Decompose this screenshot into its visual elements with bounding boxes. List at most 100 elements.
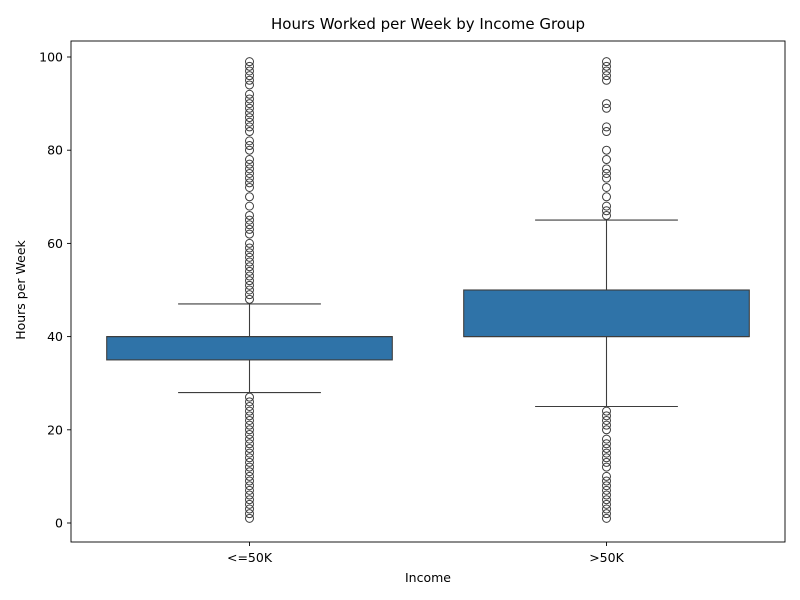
outlier-point: [602, 471, 611, 481]
y-tick-label: 60: [47, 236, 63, 251]
y-tick-label: 40: [47, 329, 63, 344]
y-tick-label: 100: [39, 50, 63, 65]
outlier-point: [245, 439, 254, 449]
outlier-point: [602, 66, 611, 76]
outlier-point: [245, 457, 254, 467]
outlier-point: [602, 448, 611, 458]
outlier-point: [602, 453, 611, 463]
outlier-point: [602, 57, 611, 67]
outlier-point: [602, 504, 611, 514]
outlier-point: [245, 169, 254, 178]
outlier-point: [602, 210, 611, 220]
outlier-point: [602, 513, 611, 523]
outlier-point: [602, 99, 611, 109]
outlier-point: [245, 89, 254, 99]
outlier-point: [602, 425, 611, 435]
outlier-point: [602, 434, 611, 444]
outlier-point: [602, 485, 611, 495]
outlier-point: [602, 495, 611, 505]
y-axis-label: Hours per Week: [13, 239, 28, 339]
outlier-point: [245, 159, 254, 169]
outlier-point: [245, 262, 254, 272]
outlier-point: [245, 420, 254, 430]
outlier-point: [245, 108, 254, 118]
y-tick-label: 80: [47, 143, 63, 158]
outlier-point: [245, 513, 254, 523]
outlier-point: [602, 415, 611, 425]
outlier-point: [245, 66, 254, 76]
outlier-point: [245, 406, 254, 416]
outlier-point: [245, 411, 254, 421]
outlier-point: [245, 462, 254, 472]
outlier-point: [245, 71, 254, 81]
outlier-point: [602, 169, 611, 178]
outlier-point: [602, 201, 611, 211]
outlier-point: [245, 257, 254, 267]
outlier-point: [245, 117, 254, 127]
outlier-point: [245, 224, 254, 234]
outlier-point: [245, 271, 254, 281]
outlier-point: [602, 155, 611, 165]
outlier-point: [602, 192, 611, 202]
outlier-point: [245, 415, 254, 425]
outlier-point: [602, 173, 611, 183]
plot-area: 0 20 40 60 80 100 <=50K >50K: [39, 40, 786, 565]
outlier-point: [602, 457, 611, 467]
outlier-point: [245, 229, 254, 239]
outlier-point: [245, 453, 254, 463]
outlier-point: [245, 155, 254, 165]
chart-title: Hours Worked per Week by Income Group: [271, 15, 585, 33]
outlier-point: [245, 94, 254, 104]
outlier-point: [245, 61, 254, 71]
outlier-point: [602, 103, 611, 113]
outlier-point: [245, 443, 254, 453]
outlier-point: [245, 215, 254, 225]
outlier-point: [245, 136, 254, 146]
outlier-point: [245, 57, 254, 67]
outlier-point: [245, 178, 254, 188]
outlier-point: [245, 397, 254, 407]
outlier-point: [245, 201, 254, 211]
axes-frame: [70, 40, 786, 543]
outlier-point: [602, 439, 611, 449]
outlier-point: [245, 290, 254, 300]
outlier-point: [245, 481, 254, 491]
outlier-point: [602, 406, 611, 416]
outlier-point: [245, 504, 254, 514]
outlier-point: [602, 75, 611, 85]
outlier-point: [245, 467, 254, 477]
outlier-point: [602, 462, 611, 472]
outlier-point: [245, 141, 254, 151]
box-iqr: [463, 289, 750, 338]
outlier-point: [245, 173, 254, 183]
outlier-point: [245, 294, 254, 304]
outlier-point: [245, 145, 254, 155]
outlier-point: [245, 471, 254, 481]
outlier-point: [602, 443, 611, 453]
box-iqr: [106, 336, 393, 361]
outlier-point: [245, 509, 254, 519]
x-tick-label: <=50K: [227, 550, 273, 565]
outlier-point: [245, 103, 254, 113]
outlier-point: [245, 164, 254, 174]
outlier-point: [245, 476, 254, 486]
outlier-point: [245, 192, 254, 202]
outlier-point: [245, 127, 254, 137]
outlier-point: [602, 481, 611, 491]
outlier-point: [602, 182, 611, 192]
outlier-point: [602, 499, 611, 509]
outlier-point: [245, 285, 254, 295]
outlier-point: [245, 434, 254, 444]
outlier-point: [602, 145, 611, 155]
outlier-point: [245, 220, 254, 230]
outlier-point: [245, 99, 254, 109]
outlier-point: [245, 80, 254, 90]
outlier-point: [602, 476, 611, 486]
outlier-point: [245, 252, 254, 262]
outlier-point: [245, 243, 254, 253]
outlier-point: [245, 402, 254, 411]
outlier-point: [245, 429, 254, 439]
outlier-point: [245, 495, 254, 505]
